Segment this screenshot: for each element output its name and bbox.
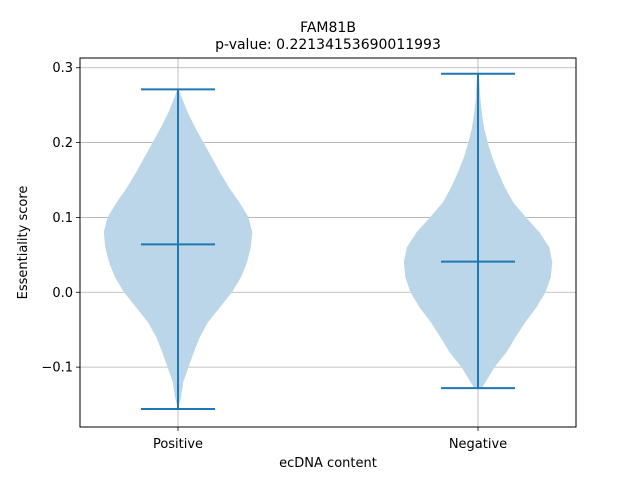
plot-frame	[79, 57, 577, 428]
y-tick-label: 0.0	[52, 286, 73, 301]
violin-lines	[141, 72, 515, 411]
x-tick-label: Positive	[153, 437, 203, 452]
y-tick-label: 0.1	[52, 211, 73, 226]
y-tick-label: 0.3	[52, 61, 73, 76]
violin-bodies	[103, 73, 553, 410]
y-axis-label: Essentiality score	[16, 186, 31, 300]
x-axis-label: ecDNA content	[279, 456, 377, 471]
chart-subtitle: p-value: 0.22134153690011993	[215, 37, 441, 53]
x-axis-ticks: Positive Negative	[153, 427, 507, 452]
chart-title: FAM81B	[300, 20, 356, 36]
y-axis-ticks: −0.1 0.0 0.1 0.2 0.3	[41, 61, 80, 376]
y-tick-label: 0.2	[52, 136, 73, 151]
y-tick-label: −0.1	[41, 361, 73, 376]
x-tick-label: Negative	[449, 437, 507, 452]
